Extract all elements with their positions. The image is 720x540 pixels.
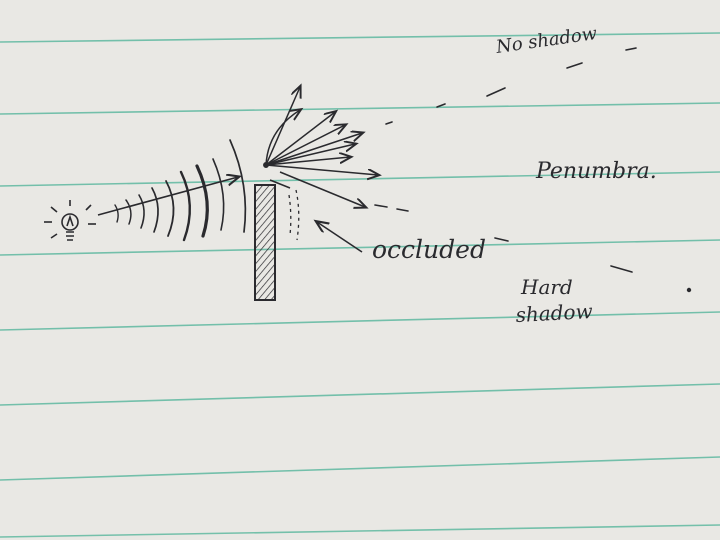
label-hard-shadow-line2: shadow bbox=[515, 299, 593, 327]
occluder-wall bbox=[254, 184, 276, 301]
occluded-region-marks bbox=[288, 189, 300, 241]
occluded-pointer-arrow bbox=[317, 222, 363, 253]
label-penumbra: Penumbra. bbox=[535, 159, 657, 184]
scattered-rays bbox=[263, 87, 378, 207]
label-hard-shadow-line1: Hard bbox=[520, 275, 573, 299]
ruled-lines bbox=[0, 32, 720, 538]
light-ray bbox=[97, 177, 238, 216]
region-dashes bbox=[374, 47, 692, 293]
label-occluded: occluded bbox=[372, 235, 486, 264]
wavefronts bbox=[114, 139, 247, 242]
lightbulb-icon bbox=[44, 200, 96, 241]
